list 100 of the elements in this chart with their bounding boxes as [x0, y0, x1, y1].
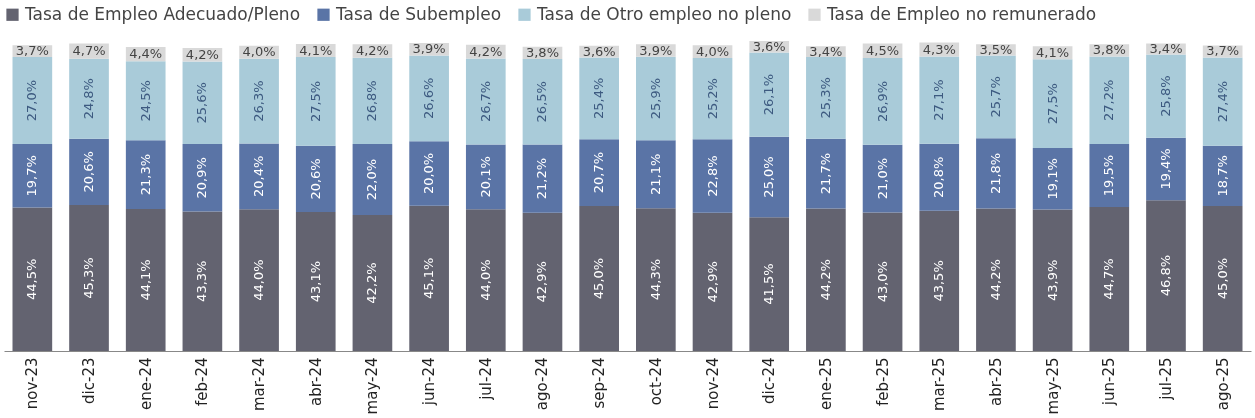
- data-label: 26,6%: [421, 77, 437, 120]
- data-label: 20,6%: [307, 158, 323, 200]
- bar: [239, 58, 279, 144]
- bar: [919, 210, 960, 351]
- data-label: 25,2%: [704, 78, 720, 120]
- data-label: 25,6%: [194, 82, 210, 124]
- data-label: 41,5%: [761, 263, 777, 305]
- bar: [522, 59, 563, 145]
- data-label: 27,5%: [1044, 83, 1060, 125]
- bar: [182, 61, 223, 145]
- bar: [976, 208, 1016, 351]
- bar: [69, 205, 109, 351]
- bar: [1146, 200, 1186, 351]
- bar: [692, 58, 733, 140]
- data-label: 43,0%: [874, 261, 890, 303]
- bar: [919, 56, 960, 144]
- data-label: 20,9%: [194, 157, 210, 199]
- data-label: 25,7%: [987, 76, 1003, 118]
- data-label: 27,4%: [1214, 80, 1230, 123]
- data-label: 26,7%: [477, 80, 493, 123]
- data-label: 44,0%: [477, 259, 493, 301]
- x-tick-label: abr-25: [986, 357, 1005, 406]
- data-label: 4,2%: [185, 46, 219, 62]
- data-label: 4,1%: [1036, 44, 1070, 60]
- bar: [352, 57, 393, 145]
- bar: [1202, 205, 1243, 351]
- bar: [409, 55, 449, 142]
- x-tick-label: dic-23: [80, 357, 99, 404]
- bar: [749, 52, 790, 137]
- data-label: 19,5%: [1101, 154, 1117, 197]
- data-label: 25,9%: [647, 77, 663, 120]
- bar: [465, 58, 506, 145]
- bar: [919, 143, 960, 211]
- data-label: 27,5%: [307, 80, 323, 123]
- data-label: 43,3%: [194, 260, 210, 302]
- data-label: 3,5%: [979, 41, 1013, 57]
- data-label: 3,4%: [809, 43, 843, 59]
- bar: [862, 58, 903, 145]
- bar: [182, 211, 223, 351]
- bar: [352, 144, 393, 216]
- data-label: 44,3%: [647, 258, 663, 301]
- data-label: 4,2%: [469, 43, 503, 59]
- x-tick-label: jun-25: [1100, 357, 1119, 407]
- legend-label: Tasa de Empleo no remunerado: [826, 3, 1097, 24]
- data-label: 21,3%: [137, 153, 153, 196]
- data-label: 4,4%: [129, 46, 163, 62]
- bar: [522, 144, 563, 213]
- x-tick-label: jul-24: [476, 357, 495, 401]
- bar: [1202, 145, 1243, 206]
- data-label: 24,5%: [137, 80, 153, 122]
- bar: [182, 144, 223, 212]
- data-label: 3,9%: [412, 41, 446, 57]
- data-label: 46,8%: [1157, 254, 1173, 297]
- bar: [1089, 56, 1130, 145]
- data-label: 21,0%: [874, 157, 890, 200]
- x-tick-label: mar-25: [930, 357, 949, 412]
- data-label: 43,5%: [931, 260, 947, 302]
- bar: [806, 208, 846, 351]
- x-tick-label: feb-24: [193, 357, 212, 407]
- data-label: 44,2%: [817, 259, 833, 301]
- bar: [69, 58, 109, 139]
- bar: [1032, 209, 1073, 351]
- x-tick-label: abr-24: [306, 357, 325, 406]
- data-label: 19,4%: [1157, 148, 1173, 190]
- x-tick-label: sep-24: [590, 357, 609, 409]
- bar: [295, 145, 336, 213]
- data-label: 4,5%: [866, 42, 900, 58]
- data-label: 22,8%: [704, 155, 720, 197]
- bar: [1146, 137, 1186, 201]
- x-tick-label: oct-24: [646, 357, 665, 406]
- bar: [1032, 147, 1073, 210]
- data-label: 44,5%: [24, 258, 40, 300]
- bar: [692, 139, 733, 213]
- data-label: 3,7%: [1206, 43, 1240, 59]
- bar: [579, 205, 619, 351]
- data-label: 22,0%: [364, 158, 380, 201]
- data-label: 26,8%: [364, 80, 380, 122]
- bar: [522, 212, 563, 351]
- data-label: 21,1%: [647, 153, 663, 195]
- data-label: 24,8%: [81, 78, 97, 120]
- bar: [862, 212, 903, 351]
- x-tick-label: jul-25: [1156, 357, 1175, 401]
- bar: [125, 208, 166, 351]
- data-label: 42,9%: [704, 261, 720, 303]
- bar: [409, 141, 449, 206]
- bar: [976, 55, 1016, 139]
- bar: [12, 57, 53, 145]
- x-tick-label: dic-24: [760, 357, 779, 404]
- bar: [692, 212, 733, 351]
- bar: [239, 143, 279, 210]
- x-tick-label: nov-23: [23, 357, 42, 410]
- x-tick-label: ene-24: [136, 357, 155, 410]
- bar: [636, 208, 676, 351]
- data-label: 45,1%: [421, 257, 437, 299]
- data-label: 3,7%: [15, 43, 49, 59]
- bar: [1089, 206, 1130, 351]
- legend-label: Tasa de Empleo Adecuado/Pleno: [24, 3, 301, 24]
- data-label: 3,8%: [525, 44, 559, 60]
- data-label: 27,2%: [1101, 79, 1117, 121]
- data-label: 44,1%: [137, 259, 153, 301]
